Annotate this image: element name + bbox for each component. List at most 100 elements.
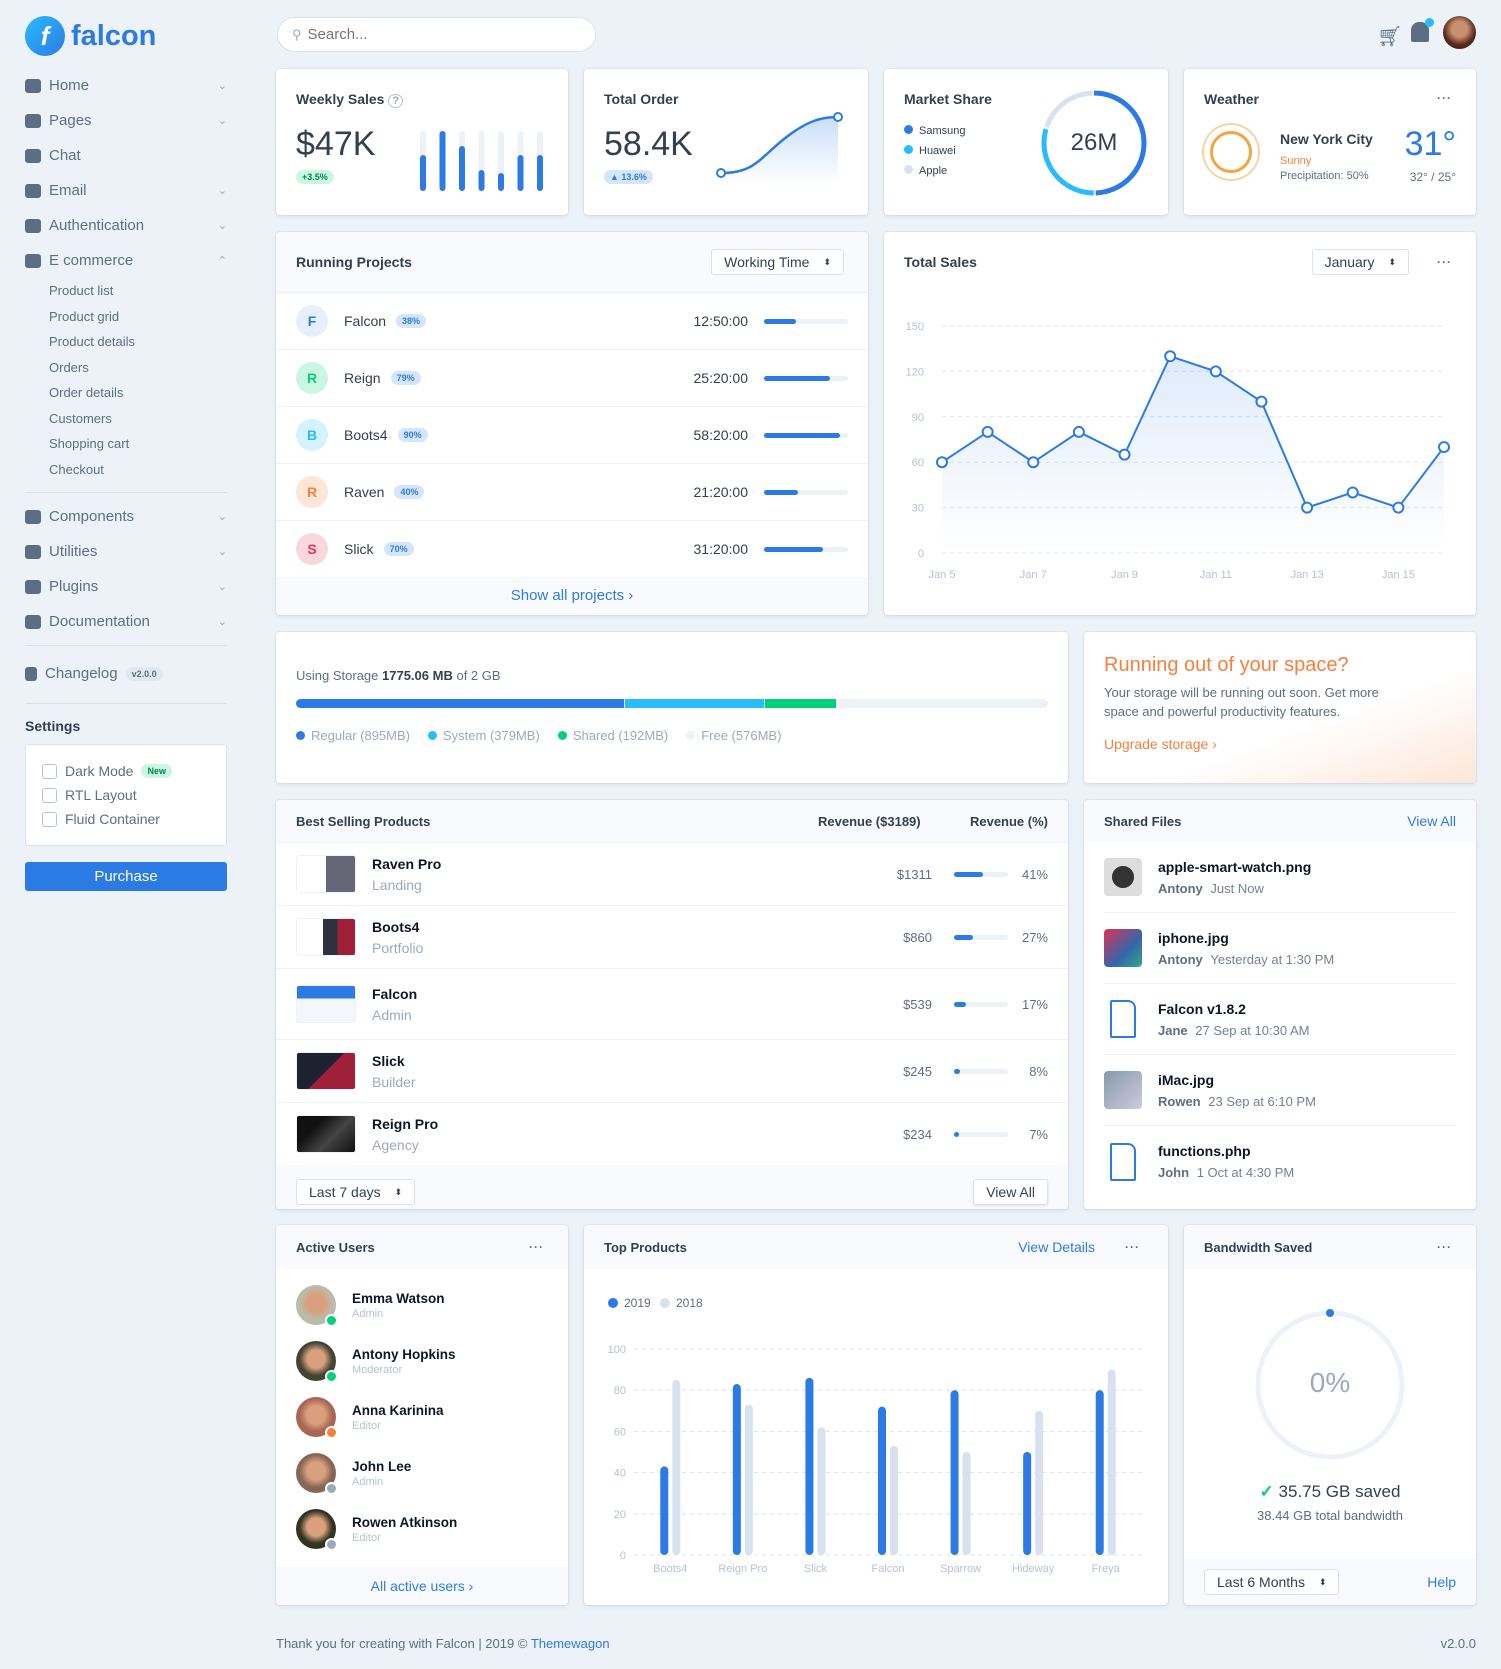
project-name[interactable]: Raven — [344, 484, 385, 500]
project-name[interactable]: Reign — [344, 370, 381, 386]
project-time: 12:50:00 — [693, 313, 749, 329]
more-options-icon[interactable]: ··· — [529, 1240, 544, 1254]
brand-logo[interactable]: f falcon — [25, 16, 227, 56]
user-name[interactable]: John Lee — [352, 1458, 412, 1474]
project-row[interactable]: F Falcon 38% 12:50:00 — [276, 292, 868, 349]
product-row[interactable]: Reign Pro Agency $234 7% — [276, 1102, 1068, 1165]
bandwidth-period-select[interactable]: Last 6 Months ⬍ — [1204, 1569, 1340, 1595]
purchase-button[interactable]: Purchase — [25, 862, 227, 891]
product-row[interactable]: Slick Builder $245 8% — [276, 1039, 1068, 1102]
sidebar-item-chat[interactable]: Chat — [25, 138, 227, 173]
file-name[interactable]: iMac.jpg — [1158, 1071, 1215, 1088]
sidebar-subitem[interactable]: Product details — [49, 334, 135, 349]
help-link[interactable]: Help — [1427, 1574, 1456, 1590]
file-row[interactable]: iMac.jpg Rowen 23 Sep at 6:10 PM — [1104, 1055, 1456, 1126]
dark-mode-checkbox[interactable] — [42, 763, 57, 779]
more-options-icon[interactable]: ··· — [1125, 1240, 1140, 1254]
file-name[interactable]: apple-smart-watch.png — [1158, 858, 1312, 875]
user-name[interactable]: Emma Watson — [352, 1290, 445, 1306]
project-row[interactable]: R Raven 40% 21:20:00 — [276, 463, 868, 520]
product-name[interactable]: Reign Pro — [372, 1115, 439, 1132]
project-row[interactable]: S Slick 70% 31:20:00 — [276, 520, 868, 577]
working-time-select[interactable]: Working Time ⬍ — [711, 249, 844, 275]
comments-icon — [25, 148, 41, 163]
project-name[interactable]: Slick — [344, 541, 374, 557]
total-order-card: Total Order 58.4K ▲ 13.6% — [584, 69, 868, 215]
sidebar-subitem[interactable]: Order details — [49, 385, 124, 400]
upgrade-storage-link[interactable]: Upgrade storage › — [1104, 736, 1217, 752]
bell-icon[interactable] — [1411, 18, 1434, 42]
show-all-projects-link[interactable]: Show all projects › — [276, 577, 868, 615]
sidebar-item-components[interactable]: Components ⌄ — [25, 499, 227, 534]
search-input[interactable] — [307, 26, 568, 43]
file-row[interactable]: functions.php John 1 Oct at 4:30 PM — [1104, 1126, 1456, 1197]
month-select[interactable]: January ⬍ — [1311, 249, 1409, 275]
sidebar-item-utilities[interactable]: Utilities ⌄ — [25, 534, 227, 569]
file-row[interactable]: Falcon v1.8.2 Jane 27 Sep at 10:30 AM — [1104, 984, 1456, 1055]
sidebar-subitem[interactable]: Product list — [49, 283, 114, 298]
user-name[interactable]: Anna Karinina — [352, 1402, 444, 1418]
project-percent-badge: 40% — [394, 485, 425, 499]
more-options-icon[interactable]: ··· — [1437, 1240, 1452, 1254]
file-row[interactable]: iphone.jpg Antony Yesterday at 1:30 PM — [1104, 913, 1456, 984]
storage-progress-bar — [296, 699, 1048, 708]
user-name[interactable]: Rowen Atkinson — [352, 1514, 458, 1530]
footer-text: Thank you for creating with Falcon | 201… — [276, 1636, 528, 1651]
file-row[interactable]: apple-smart-watch.png Antony Just Now — [1104, 842, 1456, 913]
sidebar-subitem[interactable]: Checkout — [49, 461, 104, 477]
sidebar-item-authentication[interactable]: Authentication ⌄ — [25, 208, 227, 243]
dark-mode-option[interactable]: Dark Mode New — [42, 763, 210, 779]
user-name[interactable]: Antony Hopkins — [352, 1346, 456, 1362]
fluid-option[interactable]: Fluid Container — [42, 811, 210, 827]
view-all-button[interactable]: View All — [973, 1179, 1048, 1205]
sidebar-item-plugins[interactable]: Plugins ⌄ — [25, 569, 227, 604]
product-row[interactable]: Raven Pro Landing $1311 41% — [276, 842, 1068, 905]
cart-icon[interactable]: 🛒︎ — [1377, 26, 1403, 48]
sidebar-subitem[interactable]: Product grid — [49, 308, 120, 324]
user-row[interactable]: John Lee Admin — [276, 1445, 568, 1501]
user-row[interactable]: Anna Karinina Editor — [276, 1389, 568, 1445]
file-name[interactable]: Falcon v1.8.2 — [1158, 1000, 1246, 1017]
product-name[interactable]: Boots4 — [372, 918, 420, 935]
themewagon-link[interactable]: Themewagon — [530, 1636, 610, 1651]
user-row[interactable]: Rowen Atkinson Editor — [276, 1501, 568, 1557]
sidebar-item-home[interactable]: Home ⌄ — [25, 68, 227, 103]
rtl-option[interactable]: RTL Layout — [42, 787, 210, 803]
sidebar-item-pages[interactable]: Pages ⌄ — [25, 103, 227, 138]
file-time: 27 Sep at 10:30 AM — [1195, 1022, 1310, 1038]
sidebar-subitem[interactable]: Customers — [49, 410, 112, 426]
sidebar-subitem[interactable]: Shopping cart — [49, 436, 130, 451]
product-row[interactable]: Boots4 Portfolio $860 27% — [276, 905, 1068, 968]
user-avatar[interactable] — [1443, 16, 1476, 49]
product-name[interactable]: Raven Pro — [372, 855, 442, 872]
project-percent-badge: 70% — [383, 542, 414, 556]
sidebar-item-email[interactable]: Email ⌄ — [25, 173, 227, 208]
product-name[interactable]: Slick — [372, 1052, 405, 1069]
project-row[interactable]: R Reign 79% 25:20:00 — [276, 349, 868, 406]
more-options-icon[interactable]: ··· — [1437, 91, 1452, 105]
change-badge: ▲ 13.6% — [604, 170, 653, 184]
user-row[interactable]: Antony Hopkins Moderator — [276, 1333, 568, 1389]
product-row[interactable]: Falcon Admin $539 17% — [276, 968, 1068, 1039]
sidebar-subitem[interactable]: Orders — [49, 359, 89, 375]
rtl-checkbox[interactable] — [42, 787, 57, 803]
fluid-checkbox[interactable] — [42, 811, 57, 827]
view-details-link[interactable]: View Details — [1018, 1239, 1095, 1255]
search-box[interactable]: ⚲ — [277, 17, 596, 52]
all-active-users-link[interactable]: All active users › — [276, 1567, 568, 1605]
question-circle-icon[interactable]: ? — [388, 94, 404, 108]
sidebar-item-e-commerce[interactable]: E commerce ⌃ — [25, 243, 227, 278]
project-name[interactable]: Falcon — [344, 313, 387, 329]
sidebar-item-changelog[interactable]: Changelog v2.0.0 — [25, 656, 227, 691]
product-name[interactable]: Falcon — [372, 985, 418, 1002]
file-name[interactable]: functions.php — [1158, 1143, 1251, 1159]
more-options-icon[interactable]: ··· — [1437, 255, 1452, 269]
weather-city: New York City — [1280, 131, 1373, 147]
file-name[interactable]: iphone.jpg — [1158, 929, 1229, 946]
user-row[interactable]: Emma Watson Admin — [276, 1277, 568, 1333]
project-name[interactable]: Boots4 — [344, 427, 388, 443]
period-select[interactable]: Last 7 days ⬍ — [296, 1179, 416, 1205]
view-all-link[interactable]: View All — [1407, 813, 1456, 829]
sidebar-item-documentation[interactable]: Documentation ⌄ — [25, 604, 227, 639]
project-row[interactable]: B Boots4 90% 58:20:00 — [276, 406, 868, 463]
